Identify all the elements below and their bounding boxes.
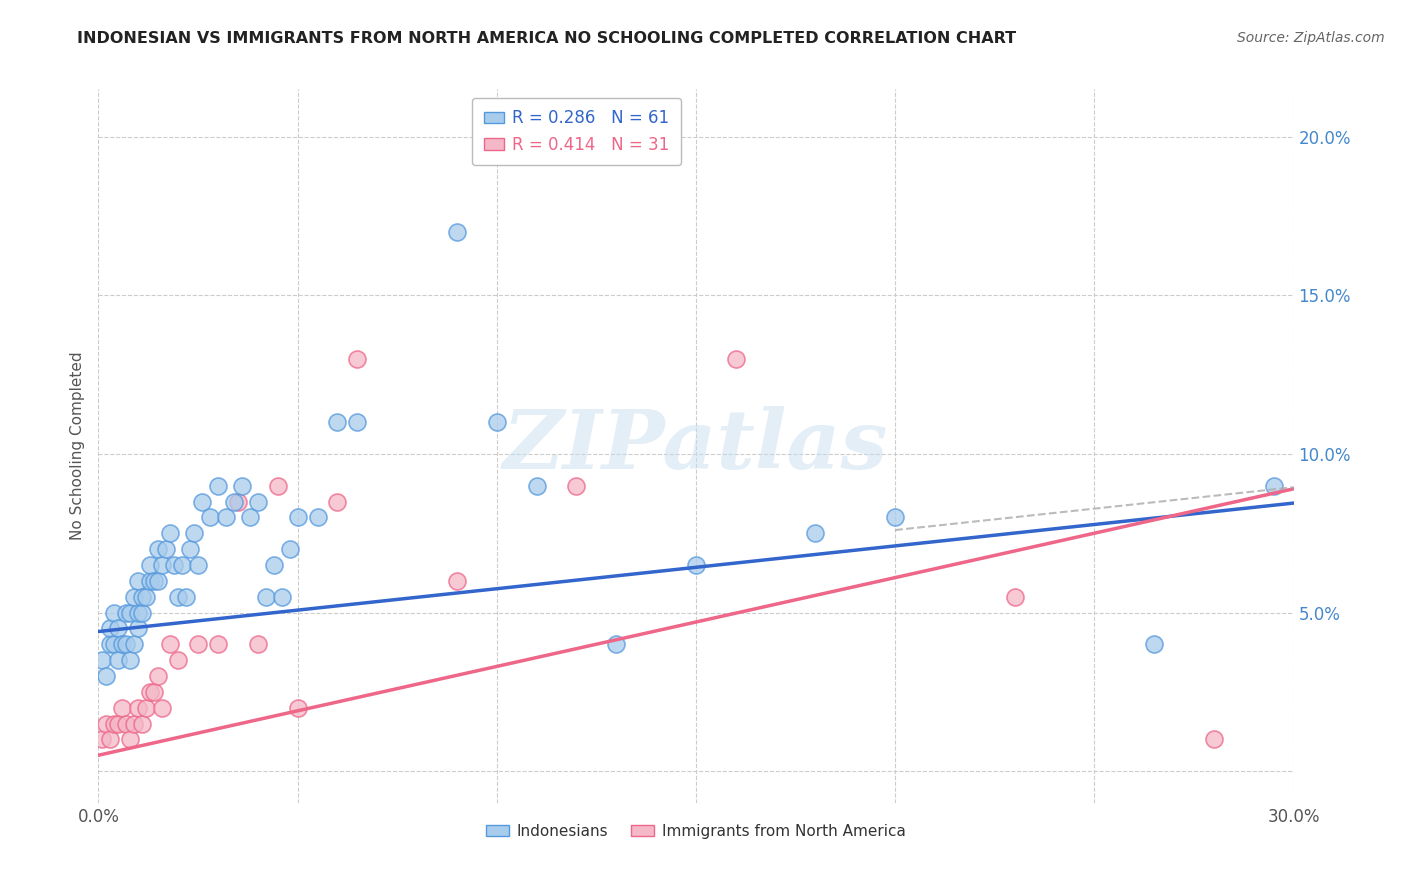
Point	[187, 637, 209, 651]
Point	[346, 351, 368, 366]
Point	[150, 700, 173, 714]
Point	[103, 716, 125, 731]
Point	[565, 478, 588, 492]
Point	[135, 700, 157, 714]
Point	[163, 558, 186, 572]
Point	[207, 478, 229, 492]
Point	[191, 494, 214, 508]
Point	[127, 574, 149, 588]
Point	[135, 590, 157, 604]
Point	[172, 558, 194, 572]
Point	[287, 700, 309, 714]
Point	[131, 716, 153, 731]
Point	[127, 606, 149, 620]
Point	[307, 510, 329, 524]
Text: ZIPatlas: ZIPatlas	[503, 406, 889, 486]
Point	[131, 606, 153, 620]
Point	[91, 732, 114, 747]
Point	[485, 415, 508, 429]
Point	[326, 494, 349, 508]
Point	[239, 510, 262, 524]
Point	[159, 637, 181, 651]
Point	[143, 685, 166, 699]
Point	[446, 574, 468, 588]
Point	[1263, 478, 1285, 492]
Point	[159, 526, 181, 541]
Point	[96, 669, 118, 683]
Point	[139, 574, 162, 588]
Point	[179, 542, 201, 557]
Point	[111, 637, 134, 651]
Text: INDONESIAN VS IMMIGRANTS FROM NORTH AMERICA NO SCHOOLING COMPLETED CORRELATION C: INDONESIAN VS IMMIGRANTS FROM NORTH AMER…	[77, 31, 1017, 46]
Point	[120, 606, 142, 620]
Point	[155, 542, 177, 557]
Point	[107, 653, 129, 667]
Point	[1143, 637, 1166, 651]
Point	[96, 716, 118, 731]
Point	[215, 510, 238, 524]
Point	[246, 637, 269, 651]
Point	[120, 732, 142, 747]
Point	[124, 637, 146, 651]
Point	[526, 478, 548, 492]
Point	[446, 225, 468, 239]
Point	[127, 700, 149, 714]
Point	[98, 621, 122, 635]
Point	[198, 510, 221, 524]
Point	[107, 621, 129, 635]
Point	[148, 542, 170, 557]
Point	[115, 637, 138, 651]
Point	[167, 590, 190, 604]
Point	[120, 653, 142, 667]
Point	[263, 558, 285, 572]
Point	[124, 590, 146, 604]
Point	[98, 732, 122, 747]
Point	[326, 415, 349, 429]
Point	[107, 716, 129, 731]
Point	[231, 478, 253, 492]
Point	[287, 510, 309, 524]
Point	[346, 415, 368, 429]
Point	[111, 700, 134, 714]
Point	[270, 590, 292, 604]
Point	[115, 606, 138, 620]
Point	[139, 558, 162, 572]
Point	[98, 637, 122, 651]
Point	[103, 637, 125, 651]
Point	[254, 590, 277, 604]
Point	[226, 494, 249, 508]
Point	[246, 494, 269, 508]
Point	[115, 716, 138, 731]
Text: Source: ZipAtlas.com: Source: ZipAtlas.com	[1237, 31, 1385, 45]
Point	[148, 574, 170, 588]
Point	[167, 653, 190, 667]
Point	[724, 351, 747, 366]
Point	[605, 637, 627, 651]
Point	[183, 526, 205, 541]
Point	[103, 606, 125, 620]
Point	[278, 542, 301, 557]
Point	[127, 621, 149, 635]
Point	[267, 478, 290, 492]
Point	[91, 653, 114, 667]
Point	[150, 558, 173, 572]
Point	[143, 574, 166, 588]
Point	[685, 558, 707, 572]
Point	[124, 716, 146, 731]
Point	[804, 526, 827, 541]
Point	[148, 669, 170, 683]
Point	[1004, 590, 1026, 604]
Point	[139, 685, 162, 699]
Point	[174, 590, 197, 604]
Legend: Indonesians, Immigrants from North America: Indonesians, Immigrants from North Ameri…	[479, 818, 912, 845]
Point	[207, 637, 229, 651]
Point	[1202, 732, 1225, 747]
Point	[131, 590, 153, 604]
Y-axis label: No Schooling Completed: No Schooling Completed	[69, 351, 84, 541]
Point	[187, 558, 209, 572]
Point	[222, 494, 245, 508]
Point	[884, 510, 907, 524]
